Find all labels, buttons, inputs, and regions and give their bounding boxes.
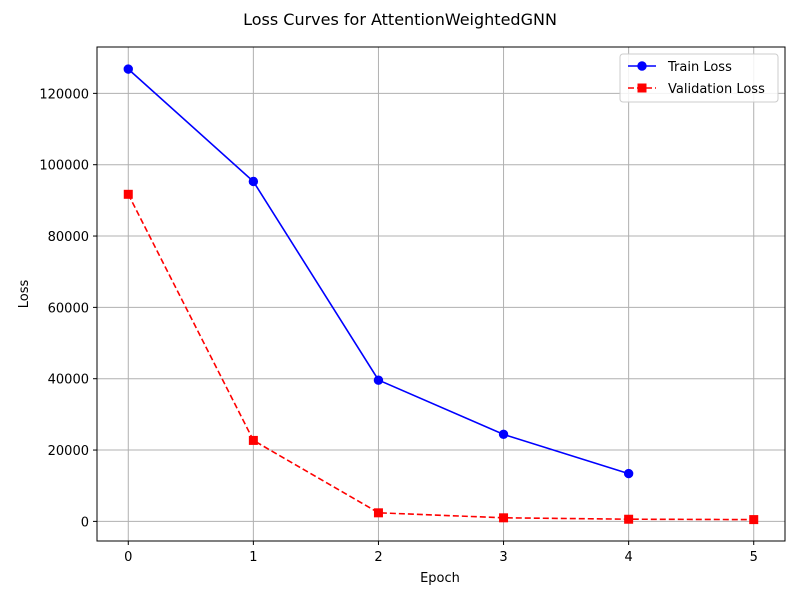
- x-tick-label: 1: [249, 550, 257, 565]
- train-loss-point: [498, 429, 509, 440]
- validation-loss-point: [749, 515, 759, 525]
- y-tick-label: 100000: [39, 159, 89, 174]
- validation-loss-line: [127, 193, 754, 521]
- validation-loss-point: [123, 189, 133, 199]
- validation-loss-point: [499, 513, 509, 523]
- x-tick-label: 0: [124, 550, 132, 565]
- train-loss-point: [248, 176, 259, 187]
- x-tick-label: 4: [624, 550, 632, 565]
- x-tick-label: 5: [750, 550, 758, 565]
- validation-loss-point: [373, 508, 383, 518]
- validation-loss-series: [123, 189, 759, 525]
- validation-loss-point: [624, 514, 634, 524]
- series-layer: [123, 64, 759, 525]
- legend-train-loss-marker: [637, 61, 647, 71]
- train-loss-series: [123, 64, 634, 479]
- y-tick-label: 20000: [48, 444, 89, 459]
- x-tick-label: 3: [499, 550, 507, 565]
- chart-title: Loss Curves for AttentionWeightedGNN: [243, 10, 557, 29]
- legend-box: [619, 53, 779, 103]
- y-axis-label: Loss: [17, 280, 32, 309]
- legend-train-loss-label: Train Loss: [667, 60, 732, 75]
- plot-area-frame: [96, 46, 786, 542]
- legend: Train Loss Validation Loss: [619, 53, 779, 103]
- legend-validation-loss-marker: [637, 83, 647, 93]
- x-tick-label: 2: [374, 550, 382, 565]
- y-tick-label: 80000: [48, 230, 89, 245]
- y-tick-label: 60000: [48, 301, 89, 316]
- y-tick-label: 120000: [39, 87, 89, 102]
- legend-validation-loss-label: Validation Loss: [668, 82, 765, 97]
- grid-lines: [97, 47, 785, 541]
- axis-ticks: 0 1 2 3 4 5 0 20000 40000 60000 80000 100000 120000: [39, 87, 758, 565]
- y-tick-label: 40000: [48, 373, 89, 388]
- train-loss-point: [123, 64, 133, 74]
- y-tick-label: 0: [81, 515, 89, 530]
- x-axis-label: Epoch: [420, 571, 460, 586]
- validation-loss-point: [248, 435, 258, 445]
- train-loss-point: [373, 375, 384, 385]
- train-loss-point: [623, 468, 634, 479]
